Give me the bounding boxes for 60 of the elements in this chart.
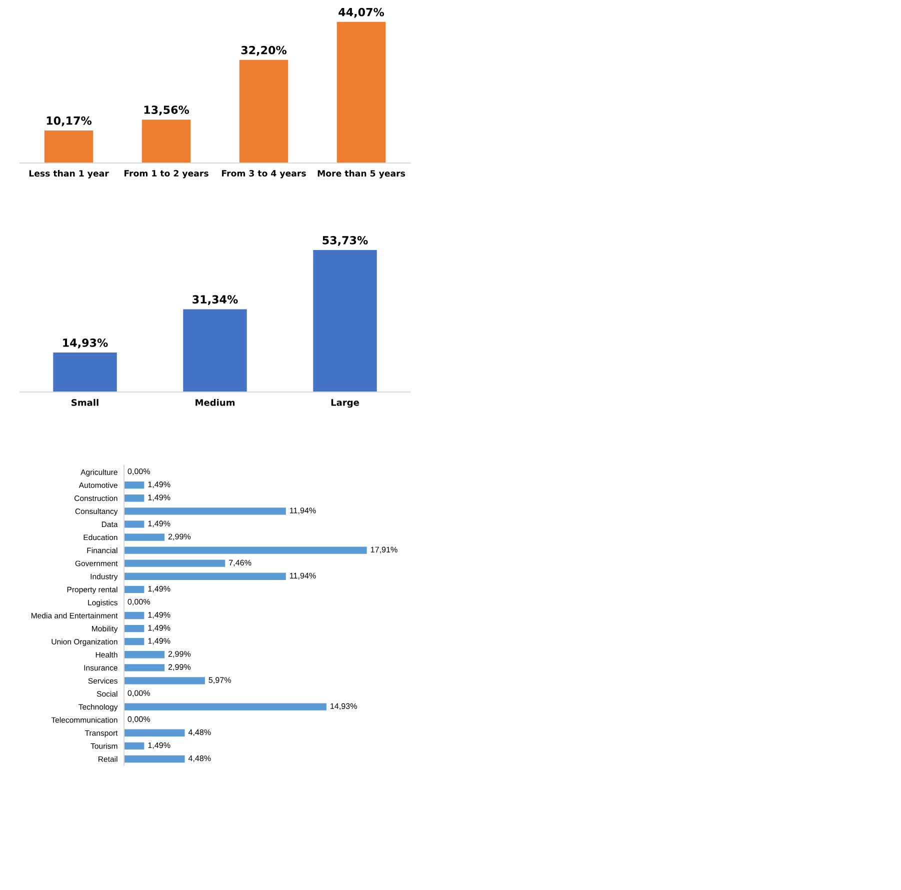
data-label: 32,20%	[241, 46, 287, 56]
bar	[124, 534, 165, 541]
bar	[124, 612, 144, 620]
data-label: 0,00%	[128, 468, 150, 476]
x-tick-label: From 1 to 2 years	[124, 170, 208, 178]
bar	[124, 560, 226, 567]
x-tick-label: More than 5 years	[318, 170, 406, 178]
bar	[239, 60, 288, 163]
bar	[124, 572, 286, 580]
data-label: 17,91%	[370, 546, 398, 554]
data-label: 4,48%	[188, 729, 211, 736]
data-label: 2,99%	[168, 651, 191, 658]
bar	[124, 586, 144, 593]
data-label: 2,99%	[168, 534, 191, 540]
bar	[336, 22, 386, 163]
data-label: 11,94%	[290, 572, 316, 580]
bar	[124, 742, 144, 750]
data-label: 1,49%	[148, 612, 170, 619]
data-label: 1,49%	[148, 742, 170, 750]
data-label: 10,17%	[46, 116, 92, 126]
data-label: 0,00%	[128, 690, 150, 697]
x-tick-label: Less than 1 year	[29, 170, 109, 178]
bar	[124, 508, 286, 515]
data-label: 2,99%	[168, 664, 191, 671]
data-label: 53,73%	[322, 236, 368, 246]
data-label: 1,49%	[148, 586, 170, 593]
data-label: 13,56%	[144, 106, 190, 116]
data-label: 1,49%	[148, 482, 170, 488]
data-label: 14,93%	[330, 703, 357, 710]
bar	[124, 481, 144, 489]
bar	[124, 638, 144, 646]
data-label: 7,46%	[229, 560, 252, 566]
data-label: 1,49%	[148, 625, 170, 632]
x-tick-label: Large	[331, 399, 360, 408]
data-label: 44,07%	[338, 8, 384, 18]
data-label: 1,49%	[148, 494, 170, 502]
bar	[124, 729, 185, 736]
bar	[44, 130, 94, 163]
bar	[124, 520, 144, 528]
bar	[124, 494, 144, 502]
data-label: 11,94%	[290, 508, 316, 514]
bar	[124, 651, 165, 658]
bar	[124, 624, 144, 632]
bar	[124, 703, 326, 710]
x-tick-label: Medium	[196, 398, 235, 406]
data-label: 14,93%	[63, 338, 108, 348]
x-tick-label: Small	[72, 398, 98, 406]
data-label: 31,34%	[192, 295, 238, 305]
bar	[124, 546, 367, 554]
data-label: 4,48%	[188, 755, 211, 762]
bar	[124, 664, 165, 672]
data-label: 0,00%	[128, 598, 150, 606]
data-label: 1,49%	[148, 520, 170, 528]
data-label: 0,00%	[128, 716, 150, 723]
bar	[142, 120, 191, 163]
bar	[124, 755, 185, 763]
x-tick-label: From 3 to 4 years	[222, 170, 306, 178]
data-label: 5,97%	[208, 677, 231, 684]
bar	[124, 677, 205, 684]
data-label: 1,49%	[148, 638, 170, 645]
